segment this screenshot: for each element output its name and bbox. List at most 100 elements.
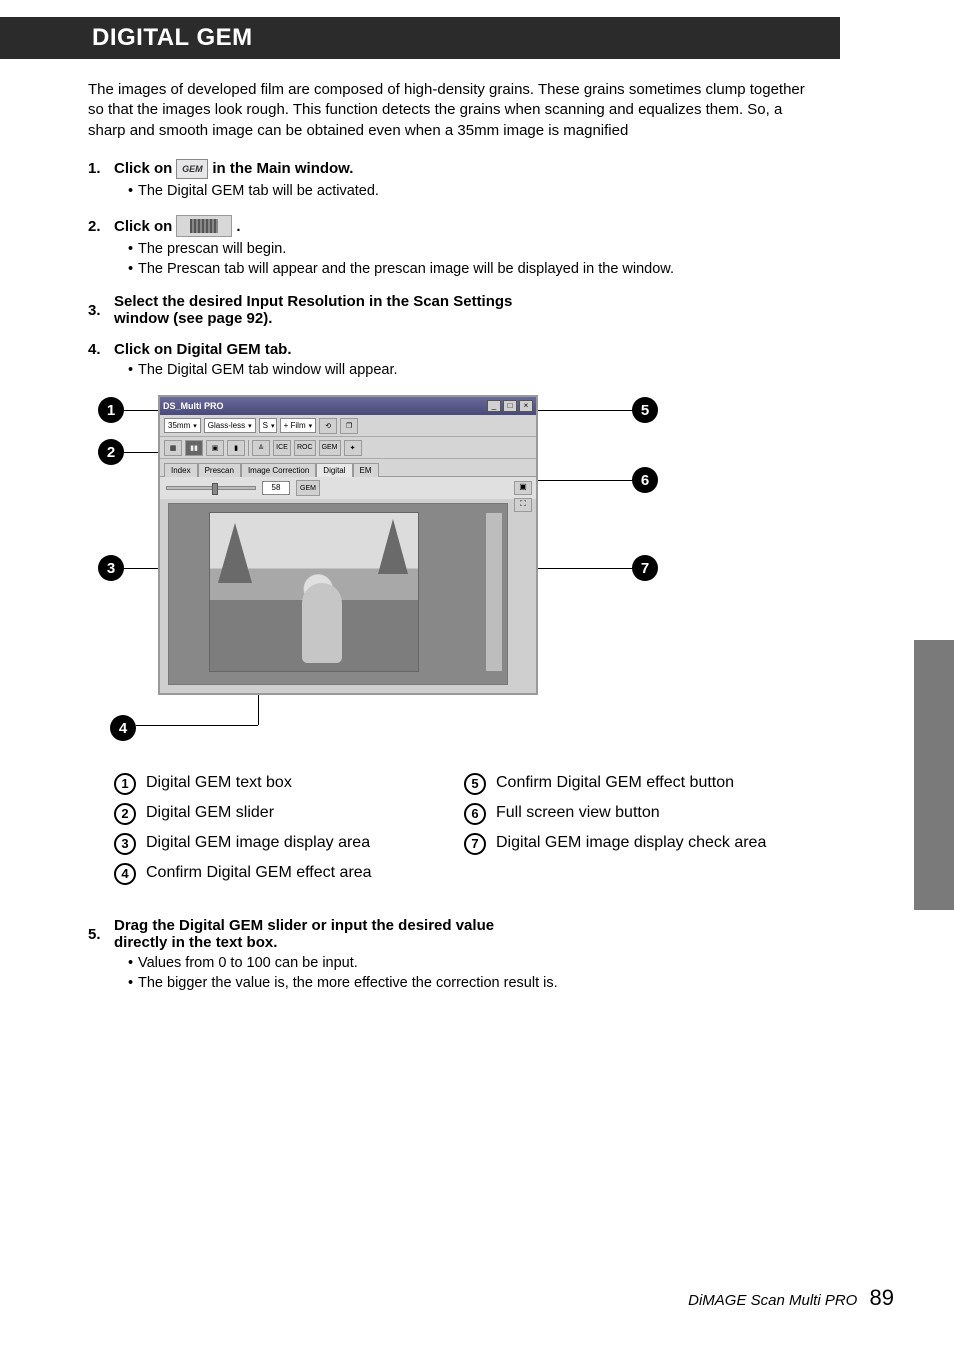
app-window-title: DS_Multi PRO [163,401,224,411]
step-2-bullet-2: The Prescan tab will appear and the pres… [128,260,818,280]
title-bar: DIGITAL GEM [0,17,840,59]
step-3: 3. Select the desired Input Resolution i… [88,293,818,327]
legend-num-7: 7 [464,833,486,855]
person-shape [302,583,342,663]
legend-label-6: Full screen view button [496,803,660,824]
step-5-num: 5. [88,926,114,943]
legend-item-6: 6 Full screen view button [464,803,774,825]
tab-em[interactable]: EM [353,463,379,477]
close-icon[interactable]: × [519,400,533,412]
step-2-pre: Click on [114,218,172,235]
film-type-value: 35mm [168,421,190,430]
callout-5: 5 [632,397,658,423]
maximize-icon[interactable]: □ [503,400,517,412]
filmopt-dropdown[interactable]: + Film▾ [280,418,317,433]
tab-index[interactable]: Index [164,463,198,477]
tree-shape [218,523,252,583]
callout-2-line [124,452,158,453]
legend: 1 Digital GEM text box 2 Digital GEM slide… [114,773,818,893]
confirm-effect-button[interactable]: ▣ [514,481,532,495]
step-4-text: Click on Digital GEM tab. [114,341,292,358]
gem-textbox[interactable]: 58 [262,481,290,495]
tool-icon-b[interactable]: ❐ [340,418,358,434]
preview-image [209,512,419,672]
help-button[interactable]: ✦ [344,440,362,456]
index-scan-button[interactable]: ▦ [164,440,182,456]
tab-digital[interactable]: Digital [316,463,352,477]
callout-7: 7 [632,555,658,581]
step-1-pre: Click on [114,160,172,177]
gem-slider[interactable] [166,486,256,490]
right-side-buttons: ▣ ⛶ [514,481,532,512]
callout-5-line [538,410,632,411]
step-2-bullet-1: The prescan will begin. [128,240,818,260]
filmopt-value: + Film [284,421,306,430]
page-title: DIGITAL GEM [92,24,253,52]
legend-label-4: Confirm Digital GEM effect area [146,863,372,884]
film-type-dropdown[interactable]: 35mm▾ [164,418,201,433]
tool-icon-a[interactable]: ⟲ [319,418,337,434]
legend-label-1: Digital GEM text box [146,773,292,794]
step-1-head: 1. Click on GEM in the Main window. [88,159,818,179]
legend-item-4: 4 Confirm Digital GEM effect area [114,863,424,885]
callout-3-line [124,568,158,569]
step-3-head: 3. Select the desired Input Resolution i… [88,293,818,327]
gem-apply-button[interactable]: GEM [296,480,320,496]
gem-slider-thumb[interactable] [212,483,218,495]
callout-6-line [538,480,632,481]
image-display-area [168,503,508,685]
gem-button[interactable]: GEM [319,440,341,456]
legend-label-7: Digital GEM image display check area [496,833,766,854]
stop-button[interactable]: ▮ [227,440,245,456]
step-2-head: 2. Click on . [88,215,818,237]
legend-label-2: Digital GEM slider [146,803,274,824]
step-5-head: 5. Drag the Digital GEM slider or input … [88,917,818,951]
step-5-bullet-2: The bigger the value is, the more effect… [128,974,818,994]
step-1-bullets: The Digital GEM tab will be activated. [128,182,818,202]
product-name: DiMAGE Scan Multi PRO [688,1292,857,1309]
step-2-post: . [236,218,240,235]
size-value: S [263,421,268,430]
legend-item-7: 7 Digital GEM image display check area [464,833,774,855]
app-window: DS_Multi PRO _ □ × 35mm▾ Glass-less▾ S▾ … [158,395,538,695]
app-titlebar: DS_Multi PRO _ □ × [160,397,536,415]
minimize-icon[interactable]: _ [487,400,501,412]
side-tab [914,640,954,910]
size-dropdown[interactable]: S▾ [259,418,277,433]
step-2-bullets: The prescan will begin. The Prescan tab … [128,240,818,279]
step-5: 5. Drag the Digital GEM slider or input … [88,917,818,993]
step-4-bullets: The Digital GEM tab window will appear. [128,361,818,381]
tab-prescan[interactable]: Prescan [198,463,241,477]
legend-num-6: 6 [464,803,486,825]
image-check-area [485,512,503,672]
holder-dropdown[interactable]: Glass-less▾ [204,418,256,433]
app-tabs: Index Prescan Image Correction Digital E… [160,459,536,477]
legend-num-4: 4 [114,863,136,885]
step-2-num: 2. [88,218,114,235]
prescan-button[interactable]: ▮▮ [185,440,203,456]
step-5-bullets: Values from 0 to 100 can be input. The b… [128,954,818,993]
scan-button[interactable]: ▣ [206,440,224,456]
prescan-icon [176,215,232,237]
gem-slider-row: 58 GEM [160,477,536,499]
step-5-text: Drag the Digital GEM slider or input the… [114,917,544,951]
legend-label-5: Confirm Digital GEM effect button [496,773,734,794]
roc-button[interactable]: ROC [294,440,316,456]
gem-icon: GEM [176,159,208,179]
fullscreen-button[interactable]: ⛶ [514,498,532,512]
step-1-bullet-1: The Digital GEM tab will be activated. [128,182,818,202]
tree-shape [378,519,408,574]
legend-num-2: 2 [114,803,136,825]
ice-button[interactable]: ICE [273,440,291,456]
callout-1: 1 [98,397,124,423]
window-buttons: _ □ × [487,400,533,412]
step-4: 4. Click on Digital GEM tab. The Digital… [88,341,818,381]
legend-item-1: 1 Digital GEM text box [114,773,424,795]
content: The images of developed film are compose… [88,80,818,1007]
step-4-head: 4. Click on Digital GEM tab. [88,341,818,358]
tab-image-correction[interactable]: Image Correction [241,463,316,477]
app-toolbar-row2: ▦ ▮▮ ▣ ▮ ≙ ICE ROC GEM ✦ [160,437,536,459]
footer: DiMAGE Scan Multi PRO 89 [688,1285,894,1311]
legend-num-1: 1 [114,773,136,795]
eject-button[interactable]: ≙ [252,440,270,456]
